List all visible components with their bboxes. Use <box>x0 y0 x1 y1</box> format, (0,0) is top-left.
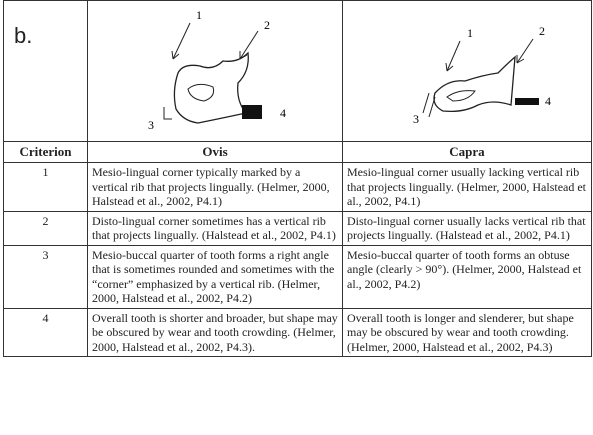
description-cell: Mesio-buccal quarter of tooth forms an o… <box>342 244 592 309</box>
arrowhead <box>239 51 248 60</box>
capra-diagram-cell: 1 2 3 4 <box>342 0 592 142</box>
angle-mark <box>163 107 172 120</box>
arrow <box>239 30 259 60</box>
criterion-cell: 4 <box>3 307 88 357</box>
tooth-outline <box>433 55 516 113</box>
header-cell: Capra <box>342 140 592 163</box>
arrow <box>516 38 534 64</box>
criterion-cell: 1 <box>3 162 88 212</box>
description-cell: Disto-lingual corner usually lacks verti… <box>342 210 592 246</box>
description-cell: Overall tooth is longer and slenderer, b… <box>342 307 592 357</box>
diagram-label: 3 <box>413 112 419 126</box>
description-cell: Mesio-lingual corner usually lacking ver… <box>342 162 592 212</box>
diagram-label: 1 <box>196 8 202 22</box>
criterion-cell: 2 <box>3 210 88 246</box>
scale-bar <box>242 105 262 119</box>
header-cell: Criterion <box>3 140 88 163</box>
diagram-label: 2 <box>539 24 545 38</box>
criteria-table: b. 1 2 3 4 <box>3 0 592 357</box>
arrowhead <box>445 62 454 72</box>
arrow <box>446 40 461 72</box>
panel-label: b. <box>3 0 88 142</box>
ovis-diagram-cell: 1 2 3 4 <box>87 0 343 142</box>
diagram-label: 4 <box>280 106 286 120</box>
angle-mark <box>422 92 436 118</box>
diagram-label: 3 <box>148 118 154 132</box>
ovis-diagram: 1 2 3 4 <box>148 8 286 132</box>
description-cell: Mesio-buccal quarter of tooth forms a ri… <box>87 244 343 309</box>
table-row: 2 Disto-lingual corner sometimes has a ve… <box>3 210 592 246</box>
description-cell: Overall tooth is shorter and broader, bu… <box>87 307 343 357</box>
table-body: 1 Mesio-lingual corner typically marked b… <box>3 162 592 357</box>
arrow <box>172 22 191 60</box>
diagram-label: 2 <box>264 18 270 32</box>
table-row: 4 Overall tooth is shorter and broader, b… <box>3 307 592 357</box>
tooth-outline <box>173 51 249 124</box>
table-row: 3 Mesio-buccal quarter of tooth forms a r… <box>3 244 592 309</box>
scale-bar <box>515 98 539 105</box>
description-cell: Disto-lingual corner sometimes has a ver… <box>87 210 343 246</box>
tooth-inner <box>187 83 215 102</box>
arrowhead <box>516 55 525 64</box>
tooth-inner <box>446 90 476 102</box>
diagram-label: 1 <box>467 26 473 40</box>
diagram-row: b. 1 2 3 4 <box>3 0 592 142</box>
table-row: 1 Mesio-lingual corner typically marked b… <box>3 162 592 212</box>
diagram-label: 4 <box>545 94 551 108</box>
header-cell: Ovis <box>87 140 343 163</box>
header-row: Criterion Ovis Capra <box>3 140 592 163</box>
capra-diagram: 1 2 3 4 <box>413 24 551 126</box>
description-cell: Mesio-lingual corner typically marked by… <box>87 162 343 212</box>
criterion-cell: 3 <box>3 244 88 309</box>
arrowhead <box>171 50 180 60</box>
